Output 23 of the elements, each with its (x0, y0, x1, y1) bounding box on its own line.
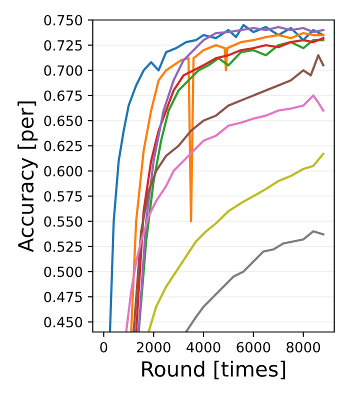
y-tick-label: 0.625 (44, 140, 82, 152)
y-tick-label: 0.450 (44, 316, 82, 328)
x-tick-label: 8000 (286, 342, 320, 352)
y-tick-label: 0.500 (44, 266, 82, 278)
y-axis-title: Accuracy [per] (18, 101, 38, 252)
y-tick-label: 0.675 (44, 90, 82, 101)
y-tick-label: 0.700 (44, 65, 82, 76)
y-tick-label: 0.750 (44, 14, 82, 26)
x-tick-label: 6000 (236, 342, 270, 352)
y-tick-label: 0.650 (44, 116, 82, 126)
line-series (125, 94, 324, 332)
y-tick-label: 0.600 (44, 166, 82, 176)
x-tick-label: 2000 (136, 342, 170, 352)
y-tick-label: 0.525 (44, 241, 82, 252)
x-tick-label: 0 (100, 342, 108, 352)
line-series (184, 230, 324, 332)
line-series (148, 152, 324, 332)
y-tick-label: 0.475 (44, 292, 82, 302)
y-tick-label: 0.725 (44, 40, 82, 51)
x-axis-title: Round [times] (142, 360, 286, 380)
x-tick-label: 4000 (186, 342, 220, 352)
y-tick-label: 0.575 (44, 191, 82, 202)
y-tick-label: 0.550 (44, 216, 82, 227)
